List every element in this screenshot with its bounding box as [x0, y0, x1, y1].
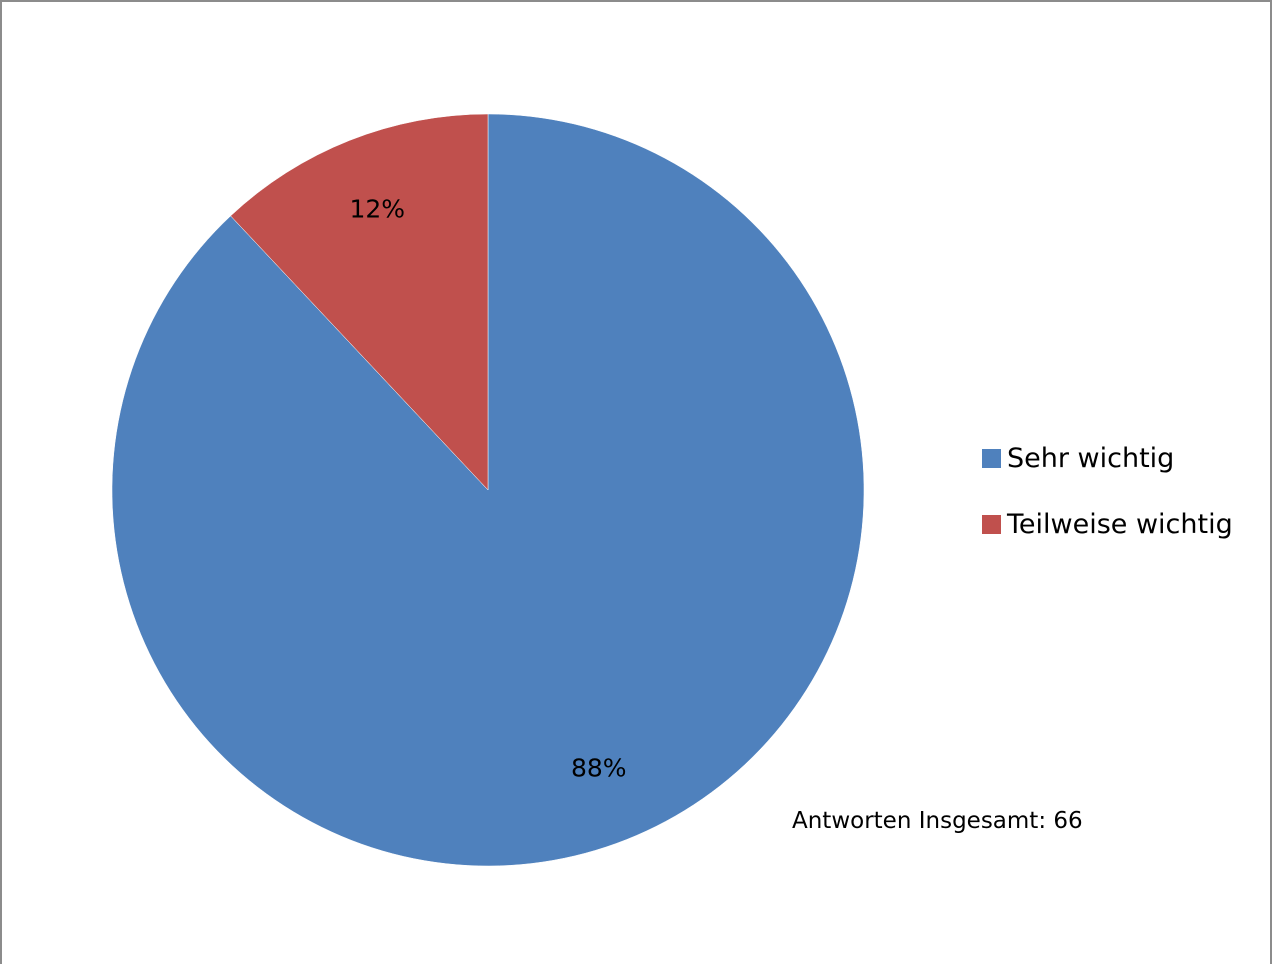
data-label-sehr-wichtig: 88% — [571, 754, 627, 783]
legend: Sehr wichtig Teilweise wichtig — [982, 438, 1233, 570]
data-label-teilweise-wichtig: 12% — [349, 194, 405, 223]
legend-item-teilweise-wichtig: Teilweise wichtig — [982, 504, 1233, 544]
legend-item-sehr-wichtig: Sehr wichtig — [982, 438, 1233, 478]
pie-slice-teilweise-wichtig — [230, 113, 489, 491]
legend-label-sehr-wichtig: Sehr wichtig — [1007, 442, 1175, 474]
legend-swatch-sehr-wichtig — [982, 448, 1001, 468]
total-responses-note: Antworten Insgesamt: 66 — [792, 808, 1083, 834]
legend-swatch-teilweise-wichtig — [982, 514, 1001, 534]
legend-label-teilweise-wichtig: Teilweise wichtig — [1007, 508, 1233, 540]
